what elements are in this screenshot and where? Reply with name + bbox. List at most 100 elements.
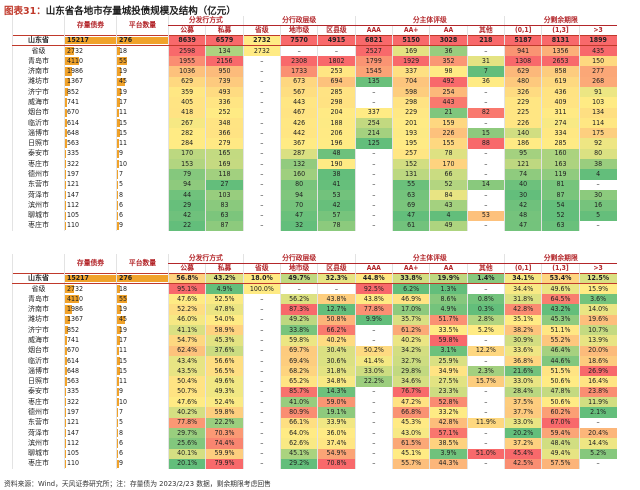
table-row: 济南市 1986 19 1036 950–1733 253 1545 337 98 7 629 858… bbox=[12, 66, 617, 77]
debt-value: 1367 bbox=[67, 77, 84, 86]
cell-t3: 18.6% bbox=[578, 355, 617, 367]
platform-cell: 15 bbox=[116, 117, 169, 129]
cell-t3: 16 bbox=[578, 200, 617, 211]
cell-pri: 6579 bbox=[205, 34, 244, 47]
cell-t1: 47 bbox=[504, 220, 542, 232]
table-row: 山东省 15217 276 56.8% 43.2% 18.0% 49.7% 32.3% 44.8… bbox=[12, 272, 617, 285]
platform-cell: 11 bbox=[116, 138, 169, 149]
cell-sj: – bbox=[242, 294, 281, 305]
platform-value: 9 bbox=[119, 221, 124, 230]
col-region bbox=[12, 16, 65, 36]
cell-t1: 33.6% bbox=[504, 345, 542, 356]
platform-bar bbox=[117, 77, 126, 86]
cell-dsj: – bbox=[279, 45, 318, 57]
cell-dsj: 160 bbox=[279, 169, 318, 180]
cell-aaa: – bbox=[354, 427, 393, 439]
debt-value: 197 bbox=[67, 170, 80, 178]
cell-pub: 282 bbox=[167, 128, 206, 139]
debt-value: 335 bbox=[67, 387, 80, 396]
platform-value: 15 bbox=[119, 356, 128, 365]
platform-cell: 15 bbox=[116, 355, 169, 367]
cell-aaa: – bbox=[354, 448, 393, 459]
cell-t3: 10.7% bbox=[578, 324, 617, 336]
region-name: 省级 bbox=[12, 283, 65, 295]
cell-qxj: 298 bbox=[317, 97, 356, 108]
platform-cell: 55 bbox=[116, 56, 169, 67]
table-row: 枣庄市 322 10 47.6% 52.4% –41.0% 59.0% –47.2% 52.8%… bbox=[12, 397, 617, 408]
platform-cell: 18 bbox=[116, 45, 169, 57]
cell-t2: 858 bbox=[541, 66, 580, 77]
platform-value: 9 bbox=[119, 459, 124, 468]
platform-cell: 17 bbox=[116, 97, 169, 108]
debt-cell: 110 bbox=[64, 458, 117, 470]
cell-t3: 15.9% bbox=[578, 283, 617, 295]
cell-oth: – bbox=[466, 86, 505, 98]
debt-value: 563 bbox=[67, 377, 80, 386]
cell-aaa: 9.9% bbox=[354, 314, 393, 325]
debt-value: 1367 bbox=[67, 315, 84, 324]
debt-bar bbox=[65, 398, 67, 407]
debt-cell: 1367 bbox=[64, 76, 117, 87]
debt-bar bbox=[65, 98, 68, 107]
debt-bar bbox=[65, 108, 68, 117]
cell-sj: 100.0% bbox=[242, 283, 281, 295]
platform-cell: 7 bbox=[116, 169, 169, 180]
debt-bar bbox=[65, 57, 79, 66]
platform-cell: 5 bbox=[116, 179, 169, 190]
platform-bar bbox=[117, 57, 128, 66]
col-term-1-3: (1,3] bbox=[541, 25, 580, 36]
cell-t1: 5187 bbox=[504, 34, 542, 47]
platform-cell: 19 bbox=[116, 304, 169, 315]
cell-t3: 268 bbox=[578, 76, 617, 87]
cell-t2: 87 bbox=[541, 189, 580, 201]
cell-pub: 46.0% bbox=[167, 314, 206, 325]
cell-aap: 195 bbox=[391, 138, 430, 149]
cell-aaa: 22.2% bbox=[354, 376, 393, 387]
region-name: 淄博市 bbox=[12, 128, 65, 139]
cell-pub: 1955 bbox=[167, 56, 206, 67]
debt-value: 614 bbox=[67, 356, 80, 365]
platform-value: 276 bbox=[119, 36, 133, 45]
cell-aap: 29.8% bbox=[391, 366, 430, 377]
platform-bar bbox=[117, 295, 128, 304]
cell-t2: 48.4% bbox=[541, 438, 580, 449]
cell-sj: – bbox=[242, 324, 281, 336]
cell-aap: 46.9% bbox=[391, 294, 430, 305]
cell-aap: 55.7% bbox=[391, 458, 430, 470]
region-name: 德州市 bbox=[12, 169, 65, 180]
cell-t1: 186 bbox=[504, 138, 542, 149]
cell-aap: 45.1% bbox=[391, 448, 430, 459]
cell-t1: 480 bbox=[504, 76, 542, 87]
cell-t1: 45.4% bbox=[504, 448, 542, 459]
cell-t3: 5.2% bbox=[578, 448, 617, 459]
debt-bar bbox=[65, 139, 67, 148]
platform-cell: 7 bbox=[116, 407, 169, 418]
platform-value: 6 bbox=[119, 449, 124, 458]
debt-cell: 121 bbox=[64, 179, 117, 190]
cell-t1: 30 bbox=[504, 189, 542, 201]
platform-bar bbox=[117, 221, 119, 231]
cell-pri: 366 bbox=[205, 128, 244, 139]
debt-bar bbox=[65, 408, 66, 417]
cell-oth: 14 bbox=[466, 179, 505, 190]
region-name: 临沂市 bbox=[12, 355, 65, 367]
debt-bar bbox=[65, 356, 68, 366]
cell-aa: 3.1% bbox=[429, 345, 468, 356]
cell-aa: 25.9% bbox=[429, 355, 468, 367]
col-other: 其他 bbox=[466, 25, 505, 36]
cell-t2: 334 bbox=[541, 128, 580, 139]
platform-cell: 55 bbox=[116, 294, 169, 305]
cell-sj: – bbox=[242, 107, 281, 118]
cell-pri: 165 bbox=[205, 148, 244, 160]
cell-qxj: 41 bbox=[317, 179, 356, 190]
cell-aap: 193 bbox=[391, 128, 430, 139]
debt-value: 4110 bbox=[67, 56, 84, 65]
debt-cell: 670 bbox=[64, 107, 117, 118]
cell-aa: 1.3% bbox=[429, 283, 468, 295]
platform-value: 276 bbox=[119, 274, 133, 283]
region-name: 枣庄市 bbox=[12, 159, 65, 170]
cell-qxj: 40.2% bbox=[317, 335, 356, 346]
cell-aap: 6.2% bbox=[391, 283, 430, 295]
cell-aaa: – bbox=[354, 97, 393, 108]
cell-pub: 153 bbox=[167, 159, 206, 170]
